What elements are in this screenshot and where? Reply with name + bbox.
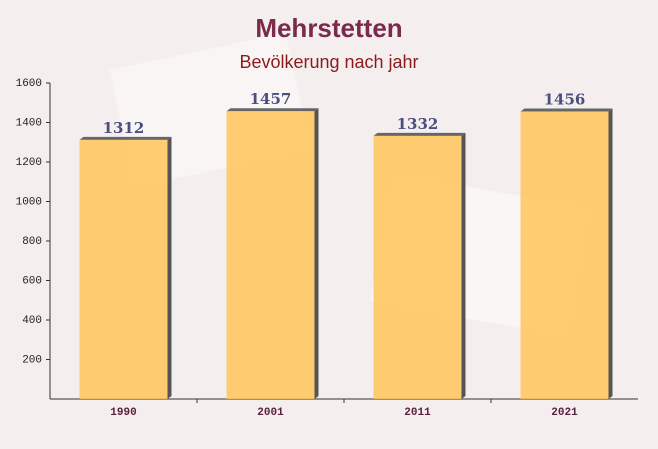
chart-subtitle: Bevölkerung nach jahr <box>239 52 418 72</box>
y-tick-label: 1000 <box>16 196 42 208</box>
value-label: 1457 <box>250 90 292 108</box>
bar-shadow <box>226 108 319 112</box>
value-label: 1456 <box>544 90 586 108</box>
y-tick-label: 1200 <box>16 157 42 169</box>
y-tick-label: 1400 <box>16 117 42 129</box>
bar-shadow <box>461 132 466 399</box>
y-tick-label: 1600 <box>16 78 42 90</box>
chart-title: Mehrstetten <box>255 13 402 43</box>
y-tick-label: 600 <box>22 275 42 287</box>
value-label: 1332 <box>397 115 439 133</box>
x-tick-label: 2001 <box>257 407 284 419</box>
bar-shadow <box>373 132 466 136</box>
x-tick-label: 2021 <box>551 407 578 419</box>
bar-shadow <box>520 108 613 112</box>
x-tick-label: 2011 <box>404 407 431 419</box>
y-tick-label: 400 <box>22 315 42 327</box>
y-tick-label: 200 <box>22 354 42 366</box>
bar-shadow <box>167 136 172 399</box>
y-tick-label: 800 <box>22 236 42 248</box>
bar-shadow <box>314 108 319 400</box>
bar <box>373 135 462 399</box>
bar-shadow <box>79 136 172 140</box>
x-tick-label: 1990 <box>110 407 136 419</box>
bar-shadow <box>608 108 613 399</box>
bar <box>79 139 168 399</box>
value-label: 1312 <box>103 119 145 137</box>
bar <box>226 111 315 400</box>
bar <box>520 111 609 399</box>
